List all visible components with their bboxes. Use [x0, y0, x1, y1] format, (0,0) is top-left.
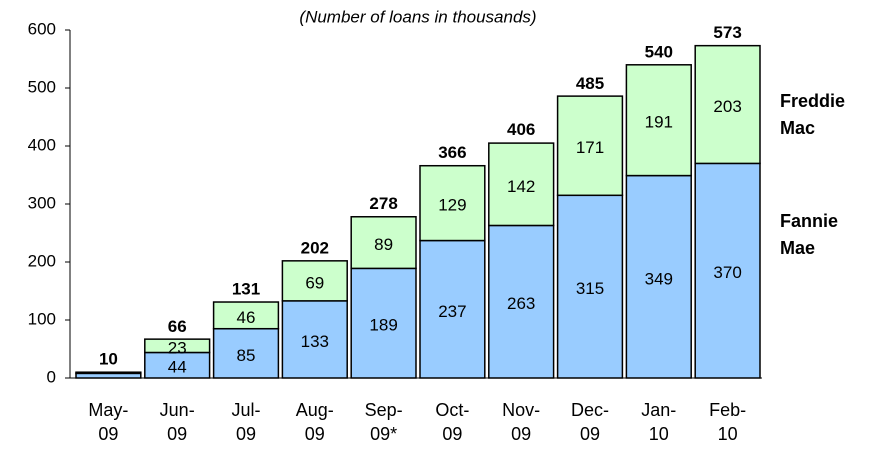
bar-segment [350, 267, 417, 379]
bar-segment [350, 216, 417, 270]
bar-segment [694, 162, 761, 379]
data-label: 189 [369, 316, 397, 335]
total-label: 66 [168, 317, 187, 336]
bar-segment [419, 239, 486, 379]
data-label: 133 [301, 332, 329, 351]
bar-segment [625, 174, 692, 379]
data-label: 46 [237, 308, 256, 327]
data-label: 23 [168, 338, 187, 357]
data-label: 191 [645, 113, 673, 132]
x-tick-label: Sep- 09* [364, 400, 403, 444]
data-label: 370 [713, 263, 741, 282]
total-label: 573 [713, 23, 741, 42]
bar-segment [488, 142, 555, 227]
total-label: 131 [232, 280, 260, 299]
y-tick-label: 600 [28, 19, 56, 38]
data-label: 85 [237, 346, 256, 365]
bar-segment [212, 301, 280, 330]
data-label: 69 [305, 273, 324, 292]
bar-segment [625, 64, 692, 177]
total-label: 406 [507, 120, 535, 139]
total-label: 540 [645, 42, 673, 61]
data-label: 315 [576, 279, 604, 298]
x-tick-label: Feb- 10 [709, 400, 747, 444]
bar-segment [281, 260, 348, 302]
data-label: 171 [576, 138, 604, 157]
legend-label: Freddie Mac [780, 91, 846, 138]
y-tick-label: 100 [28, 309, 56, 328]
y-tick-label: 200 [28, 251, 56, 270]
x-tick-label: Jun- 09 [159, 400, 195, 444]
x-tick-label: May- 09 [88, 400, 129, 444]
x-tick-label: Nov- 09 [502, 400, 541, 444]
data-label: 237 [438, 302, 466, 321]
data-label: 349 [645, 269, 673, 288]
bar-segment [144, 351, 211, 379]
bar-segment [488, 224, 555, 379]
data-label: 203 [713, 97, 741, 116]
x-tick-label: Jul- 09 [231, 400, 261, 444]
bar-segment [556, 194, 624, 379]
bar-segment [75, 371, 142, 375]
total-label: 10 [99, 350, 118, 369]
data-label: 89 [374, 235, 393, 254]
bar-segment [556, 95, 624, 197]
bar-segment [144, 338, 211, 354]
x-tick-label: Dec- 09 [570, 400, 609, 444]
data-label: 129 [438, 196, 466, 215]
data-label: 44 [168, 358, 187, 377]
legend-label: Fannie Mae [780, 211, 839, 258]
bar-segment [694, 44, 761, 165]
total-label: 485 [576, 74, 604, 93]
x-tick-label: Oct- 09 [435, 400, 470, 444]
x-tick-label: Jan- 10 [641, 400, 677, 444]
total-label: 366 [438, 143, 466, 162]
total-label: 202 [301, 238, 329, 257]
chart-subtitle: (Number of loans in thousands) [299, 7, 536, 26]
y-tick-label: 300 [28, 193, 56, 212]
y-tick-label: 0 [47, 367, 56, 386]
y-tick-label: 400 [28, 135, 56, 154]
y-tick-label: 500 [28, 77, 56, 96]
total-label: 278 [369, 194, 397, 213]
bar-segment [419, 164, 486, 242]
data-label: 263 [507, 294, 535, 313]
x-tick-label: Aug- 09 [295, 400, 334, 444]
data-label: 142 [507, 177, 535, 196]
